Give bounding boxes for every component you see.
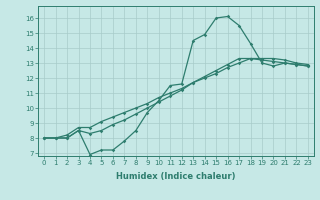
X-axis label: Humidex (Indice chaleur): Humidex (Indice chaleur) (116, 172, 236, 181)
